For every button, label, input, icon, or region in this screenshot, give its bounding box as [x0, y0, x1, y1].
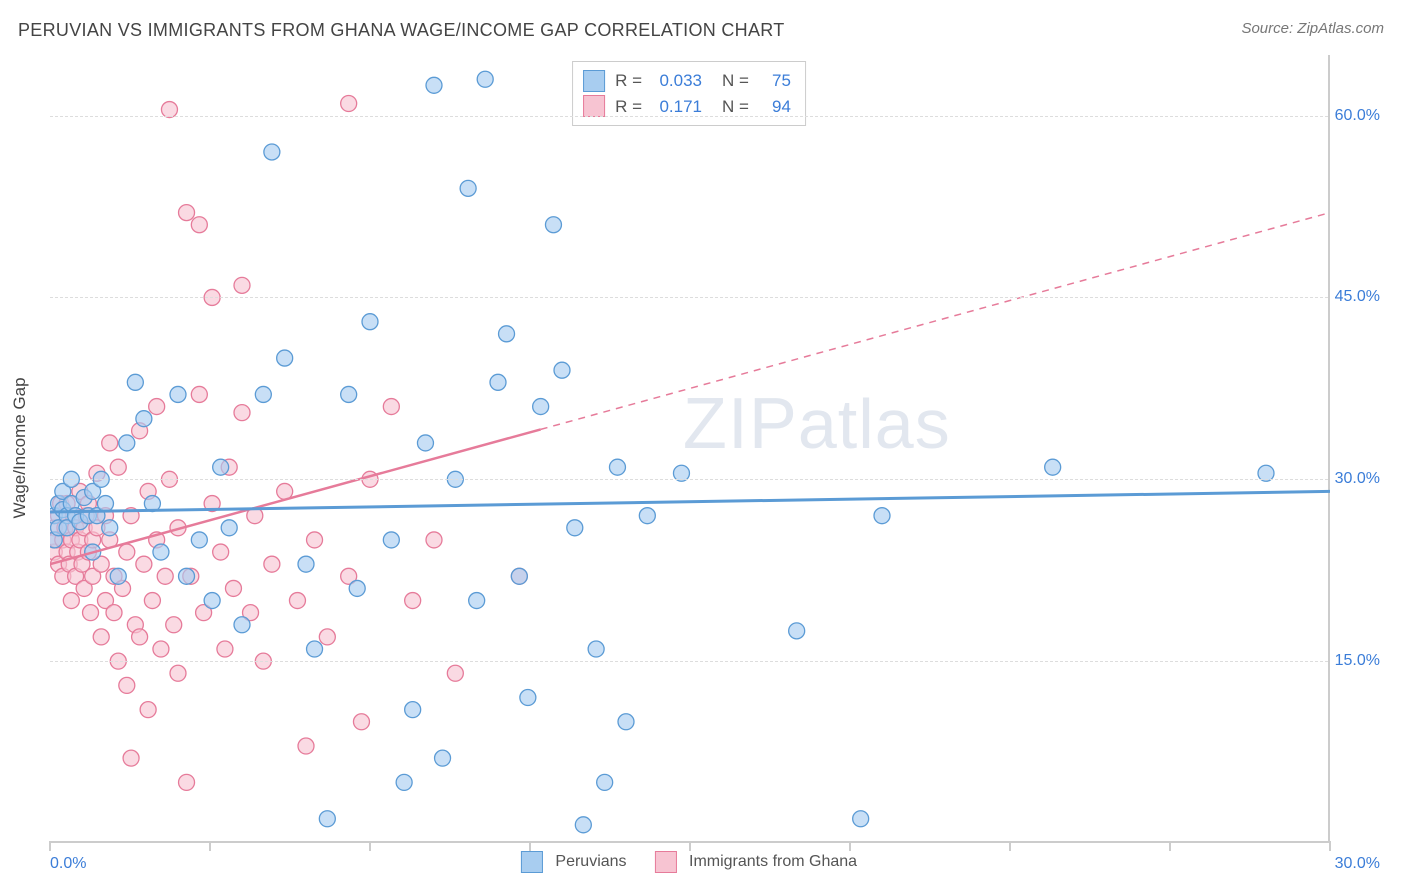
legend-item-peruvians: Peruvians: [521, 851, 627, 873]
y-tick-label: 60.0%: [1335, 107, 1380, 125]
legend-label-ghana: Immigrants from Ghana: [689, 853, 857, 870]
chart-container: ZIPatlas Wage/Income Gap 0.0% 30.0% Peru…: [50, 55, 1380, 843]
stat-row-peruvians: R = 0.033 N = 75: [583, 68, 791, 94]
stat-r-peruvians: 0.033: [652, 68, 702, 94]
bottom-legend: Peruvians Immigrants from Ghana: [521, 851, 857, 873]
y-tick-label: 45.0%: [1335, 288, 1380, 306]
legend-swatch-ghana: [655, 851, 677, 873]
stat-r-label: R =: [615, 68, 642, 94]
stat-n-label: N =: [722, 68, 749, 94]
stat-n-peruvians: 75: [759, 68, 791, 94]
y-axis-label: Wage/Income Gap: [10, 377, 30, 518]
source-attribution: Source: ZipAtlas.com: [1241, 20, 1384, 37]
legend-item-ghana: Immigrants from Ghana: [655, 851, 858, 873]
y-tick-label: 15.0%: [1335, 652, 1380, 670]
legend-swatch-peruvians: [521, 851, 543, 873]
scatter-svg: [50, 55, 1330, 843]
y-tick-label: 30.0%: [1335, 470, 1380, 488]
x-axis-label-min: 0.0%: [50, 855, 86, 873]
x-axis-label-max: 30.0%: [1335, 855, 1380, 873]
stat-swatch-peruvians: [583, 70, 605, 92]
stat-swatch-ghana: [583, 95, 605, 117]
chart-title: PERUVIAN VS IMMIGRANTS FROM GHANA WAGE/I…: [18, 20, 785, 41]
plot-area: ZIPatlas Wage/Income Gap 0.0% 30.0% Peru…: [50, 55, 1330, 843]
legend-label-peruvians: Peruvians: [555, 853, 626, 870]
